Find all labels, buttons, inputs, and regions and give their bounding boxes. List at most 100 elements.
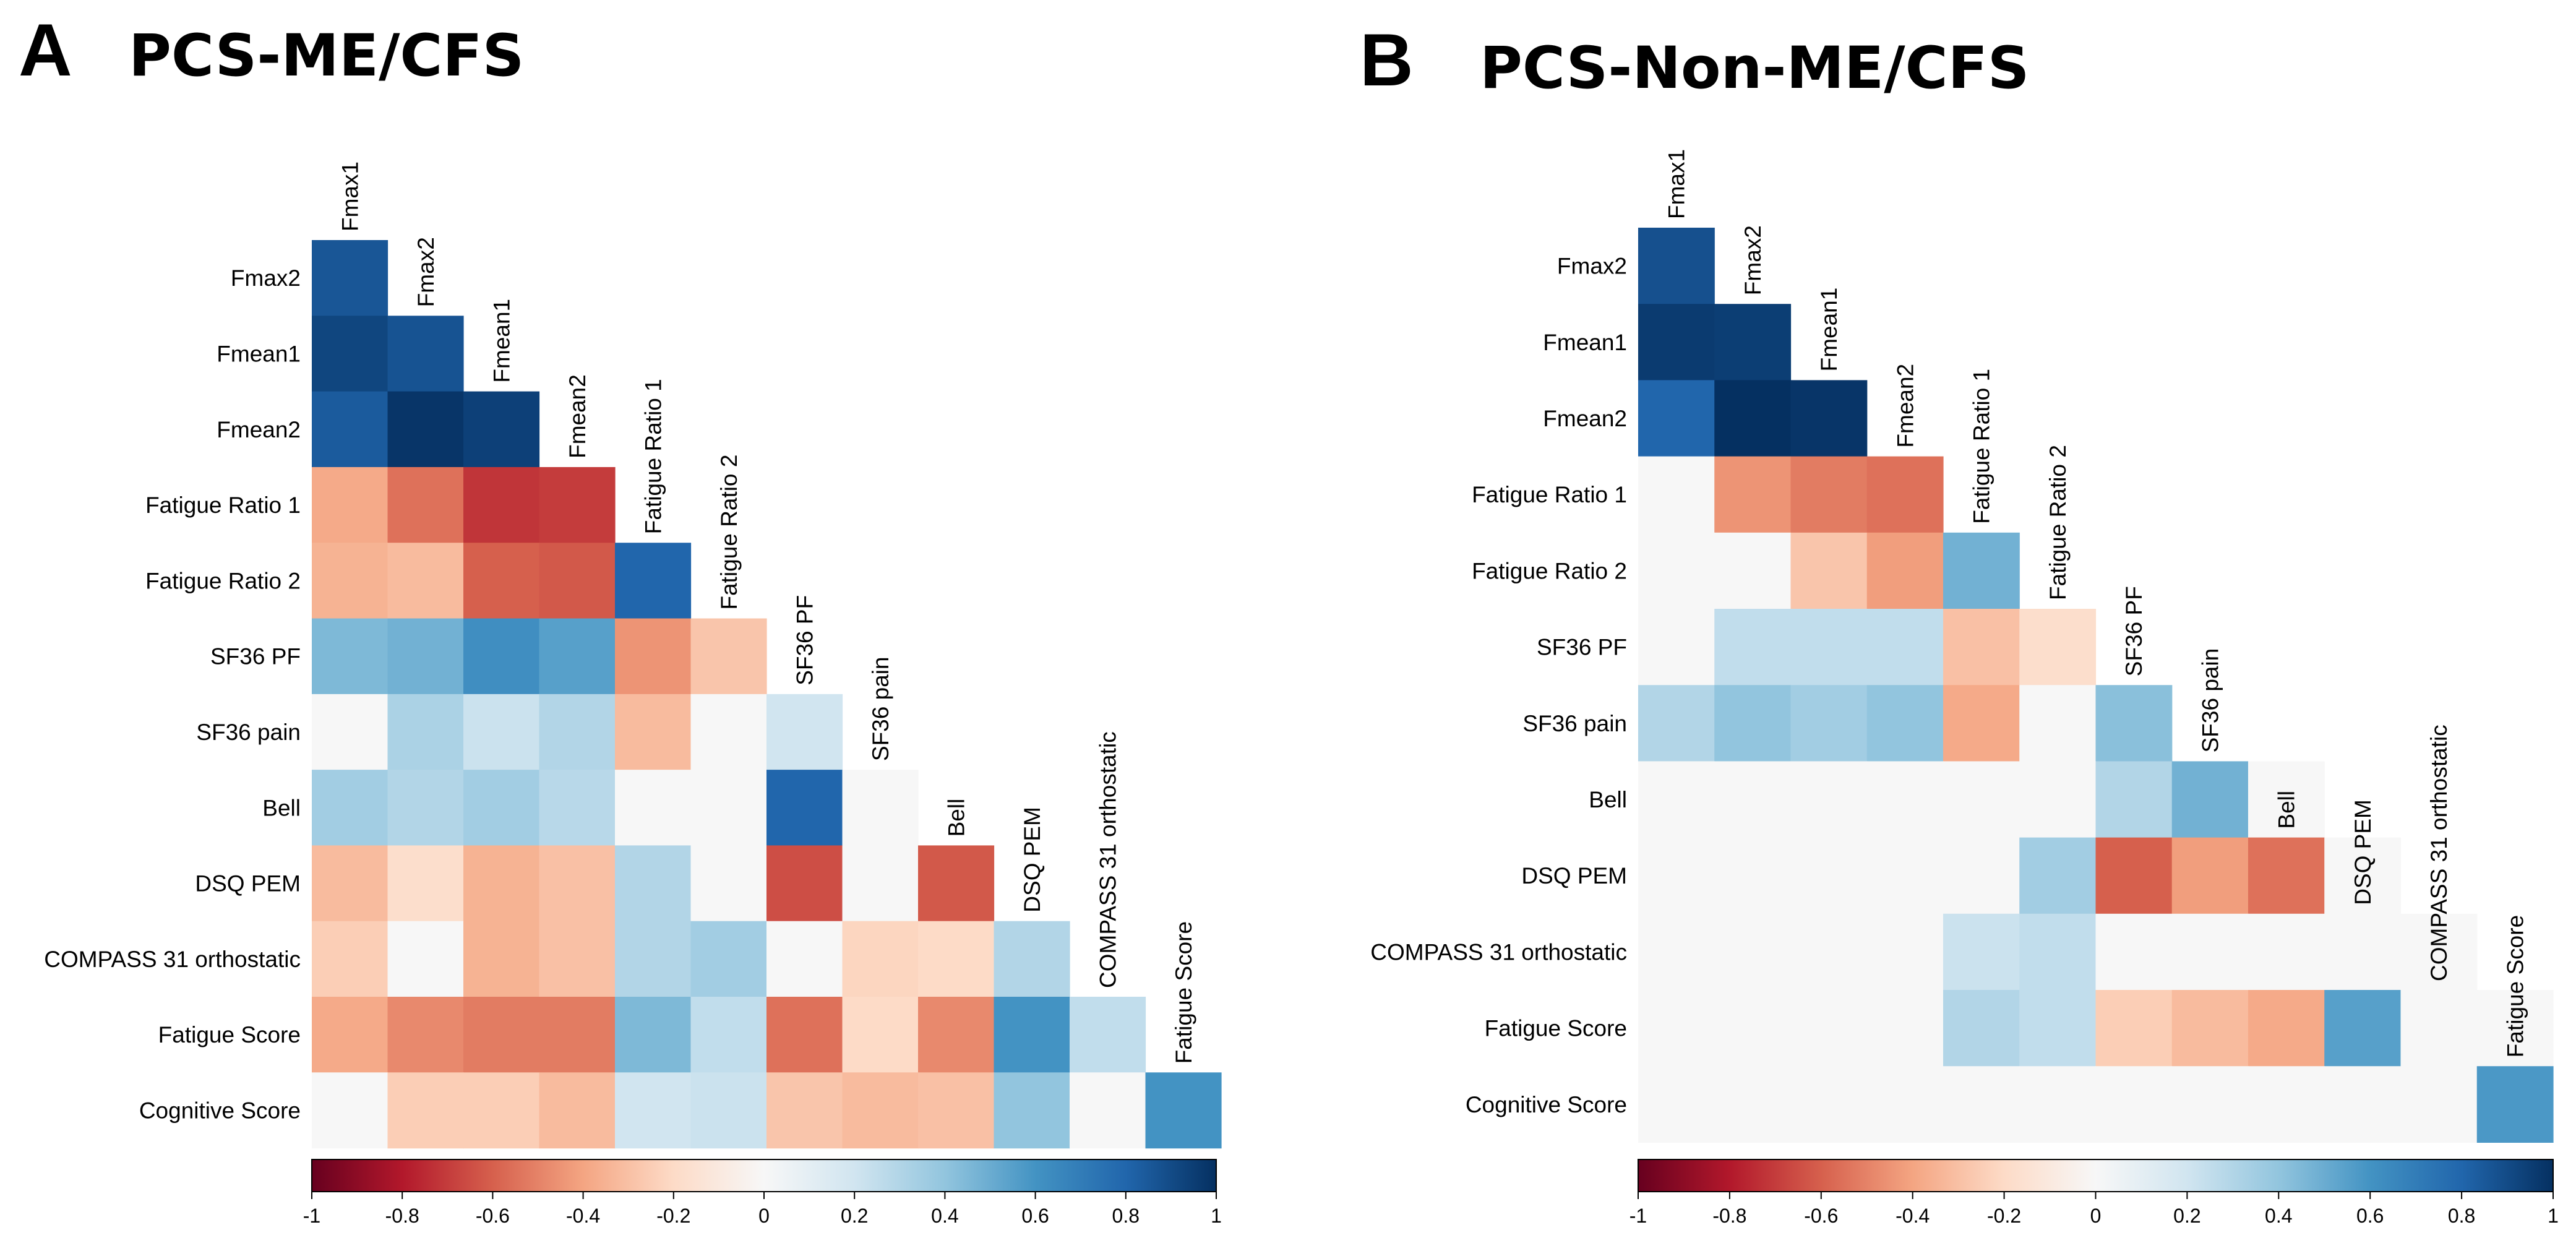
heatmap-cell-dsq-pem-fmax2: DSQ PEM / Fmax2: -0.18 bbox=[387, 845, 464, 922]
col-label-fmean2: Fmean2 bbox=[565, 374, 590, 458]
heatmap-cell-sf36-pain-sf36-pf: SF36 pain / SF36 PF: 0.42 bbox=[2095, 685, 2173, 762]
heatmap-cell-fatigue-ratio-2-fmean1: Fatigue Ratio 2 / Fmean1: -0.28 bbox=[1790, 532, 1868, 609]
col-label-fmean1: Fmean1 bbox=[489, 299, 514, 383]
heatmap-cell-dsq-pem-fmean1: DSQ PEM / Fmean1: -0.35 bbox=[463, 845, 540, 922]
heatmap-cell-cognitive-score-bell: Cognitive Score / Bell: -0.3 bbox=[918, 1072, 995, 1149]
heatmap-cell-sf36-pain-fatigue-ratio-1: SF36 pain / Fatigue Ratio 1: -0.38 bbox=[1943, 685, 2020, 762]
heatmap-cell-fmean2-fmean1: Fmean2 / Fmean1: 0.98 bbox=[1790, 380, 1868, 457]
heatmap-cell-fmean2-fmax2: Fmean2 / Fmax2: 0.98 bbox=[387, 391, 464, 468]
heatmap-cell-dsq-pem-fmean2: DSQ PEM / Fmean2: -0.3 bbox=[539, 845, 616, 922]
row-label-sf36-pf: SF36 PF bbox=[210, 644, 301, 669]
heatmap-cell-bell-fatigue-ratio-1: Bell / Fatigue Ratio 1: 0 bbox=[615, 770, 692, 846]
panel-a-title: PCS-ME/CFS bbox=[129, 22, 524, 90]
col-label-dsq-pem: DSQ PEM bbox=[2350, 799, 2376, 905]
heatmap-cell-compass-31-orthostatic-fmax1: COMPASS 31 orthostatic / Fmax1: 0 bbox=[1638, 913, 1715, 991]
heatmap-cell-sf36-pf-fmax2: SF36 PF / Fmax2: 0.48 bbox=[387, 618, 464, 695]
panel-a-cells: Fmax2 / Fmax1: 0.86Fmean1 / Fmax1: 0.92F… bbox=[312, 240, 1222, 1149]
heatmap-cell-compass-31-orthostatic-bell: COMPASS 31 orthostatic / Bell: 0 bbox=[2248, 913, 2325, 991]
row-label-fmax2: Fmax2 bbox=[231, 265, 301, 291]
heatmap-cell-bell-fmax1: Bell / Fmax1: 0 bbox=[1638, 761, 1715, 838]
heatmap-cell-cognitive-score-sf36-pf: Cognitive Score / SF36 PF: -0.28 bbox=[766, 1072, 843, 1149]
heatmap-cell-sf36-pain-fmax2: SF36 pain / Fmax2: 0.4 bbox=[1714, 685, 1792, 762]
heatmap-cell-dsq-pem-dsq-pem: DSQ PEM / DSQ PEM: 0 bbox=[2324, 837, 2402, 914]
row-label-fatigue-ratio-2: Fatigue Ratio 2 bbox=[1472, 558, 1627, 583]
heatmap-cell-sf36-pf-fmean2: SF36 PF / Fmean2: 0.55 bbox=[539, 618, 616, 695]
panel-b-colorbar-tick-label: 0.6 bbox=[2356, 1205, 2384, 1227]
col-label-compass-31-orthostatic: COMPASS 31 orthostatic bbox=[1095, 731, 1120, 988]
col-label-sf36-pf: SF36 PF bbox=[2121, 586, 2147, 676]
heatmap-cell-fmean1-fmax1: Fmean1 / Fmax1: 0.96 bbox=[1638, 304, 1715, 381]
heatmap-cell-dsq-pem-bell: DSQ PEM / Bell: -0.55 bbox=[2248, 837, 2325, 914]
heatmap-cell-sf36-pain-fatigue-ratio-1: SF36 pain / Fatigue Ratio 1: -0.32 bbox=[615, 694, 692, 770]
heatmap-cell-fatigue-score-compass-31-orthostatic: Fatigue Score / COMPASS 31 orthostatic: … bbox=[2400, 990, 2478, 1067]
heatmap-cell-cognitive-score-fmean2: Cognitive Score / Fmean2: -0.32 bbox=[539, 1072, 616, 1149]
panel-b-colorbar-tick-label: -0.8 bbox=[1712, 1205, 1746, 1227]
panel-b-colorbar-tick-label: -1 bbox=[1629, 1205, 1647, 1227]
panel-a-colorbar-tick-label: 0.8 bbox=[1112, 1205, 1140, 1227]
heatmap-cell-fatigue-ratio-1-fmax2: Fatigue Ratio 1 / Fmax2: -0.45 bbox=[1714, 456, 1792, 533]
panel-b-letter: B bbox=[1360, 19, 1414, 101]
row-label-compass-31-orthostatic: COMPASS 31 orthostatic bbox=[44, 947, 301, 972]
panel-b-title: PCS-Non-ME/CFS bbox=[1480, 35, 2030, 102]
panel-a-colorbar-tick-label: 1 bbox=[1211, 1205, 1222, 1227]
heatmap-cell-bell-sf36-pf: Bell / SF36 PF: 0.3 bbox=[2095, 761, 2173, 838]
heatmap-cell-fatigue-ratio-1-fmean1: Fatigue Ratio 1 / Fmean1: -0.72 bbox=[463, 467, 540, 543]
heatmap-cell-fatigue-score-sf36-pf: Fatigue Score / SF36 PF: -0.25 bbox=[2095, 990, 2173, 1067]
heatmap-cell-dsq-pem-fmax2: DSQ PEM / Fmax2: 0 bbox=[1714, 837, 1792, 914]
col-label-fatigue-score: Fatigue Score bbox=[2502, 915, 2528, 1057]
col-label-fmax1: Fmax1 bbox=[337, 161, 363, 231]
heatmap-cell-bell-fmax1: Bell / Fmax1: 0.35 bbox=[312, 770, 389, 846]
heatmap-cell-sf36-pf-fatigue-ratio-2: SF36 PF / Fatigue Ratio 2: -0.28 bbox=[690, 618, 767, 695]
heatmap-cell-compass-31-orthostatic-fmax2: COMPASS 31 orthostatic / Fmax2: 0 bbox=[1714, 913, 1792, 991]
heatmap-cell-fmean2-fmax1: Fmean2 / Fmax1: 0.8 bbox=[1638, 380, 1715, 457]
heatmap-cell-fatigue-score-dsq-pem: Fatigue Score / DSQ PEM: 0.6 bbox=[994, 997, 1070, 1073]
heatmap-cell-cognitive-score-compass-31-orthostatic: Cognitive Score / COMPASS 31 orthostatic… bbox=[2400, 1066, 2478, 1143]
heatmap-cell-fatigue-score-fatigue-ratio-2: Fatigue Score / Fatigue Ratio 2: 0.25 bbox=[2019, 990, 2097, 1067]
row-label-cognitive-score: Cognitive Score bbox=[1466, 1092, 1627, 1117]
heatmap-cell-cognitive-score-fatigue-ratio-2: Cognitive Score / Fatigue Ratio 2: 0 bbox=[2019, 1066, 2097, 1143]
heatmap-cell-cognitive-score-sf36-pain: Cognitive Score / SF36 pain: 0 bbox=[2171, 1066, 2249, 1143]
row-label-fatigue-score: Fatigue Score bbox=[158, 1022, 301, 1047]
row-label-dsq-pem: DSQ PEM bbox=[195, 871, 301, 897]
heatmap-cell-cognitive-score-sf36-pf: Cognitive Score / SF36 PF: 0 bbox=[2095, 1066, 2173, 1143]
panel-a-letter: A bbox=[19, 9, 72, 92]
heatmap-cell-fatigue-score-fmean1: Fatigue Score / Fmean1: -0.52 bbox=[463, 997, 540, 1073]
panel-b-colorbar-tick-label: 0 bbox=[2090, 1205, 2102, 1227]
panel-b-colorbar-tick-label: -0.4 bbox=[1896, 1205, 1930, 1227]
panel-b-colorbar bbox=[1638, 1159, 2554, 1192]
heatmap-cell-bell-fmean1: Bell / Fmean1: 0.35 bbox=[463, 770, 540, 846]
heatmap-cell-fatigue-score-fmean2: Fatigue Score / Fmean2: -0.52 bbox=[539, 997, 616, 1073]
heatmap-cell-bell-fmax2: Bell / Fmax2: 0 bbox=[1714, 761, 1792, 838]
heatmap-cell-sf36-pain-fatigue-ratio-2: SF36 pain / Fatigue Ratio 2: 0 bbox=[2019, 685, 2097, 762]
heatmap-cell-fatigue-score-fmax1: Fatigue Score / Fmax1: -0.38 bbox=[312, 997, 389, 1073]
heatmap-cell-cognitive-score-bell: Cognitive Score / Bell: 0 bbox=[2248, 1066, 2325, 1143]
row-label-fmean1: Fmean1 bbox=[217, 342, 301, 367]
heatmap-cell-fatigue-score-sf36-pain: Fatigue Score / SF36 pain: -0.2 bbox=[842, 997, 919, 1073]
col-label-sf36-pain: SF36 pain bbox=[2197, 648, 2223, 753]
heatmap-cell-compass-31-orthostatic-fatigue-ratio-2: COMPASS 31 orthostatic / Fatigue Ratio 2… bbox=[690, 921, 767, 997]
heatmap-cell-fmax2-fmax1: Fmax2 / Fmax1: 0.86 bbox=[312, 240, 389, 316]
heatmap-cell-fatigue-score-fmax2: Fatigue Score / Fmax2: -0.48 bbox=[387, 997, 464, 1073]
heatmap-cell-compass-31-orthostatic-dsq-pem: COMPASS 31 orthostatic / DSQ PEM: 0.3 bbox=[994, 921, 1070, 997]
heatmap-cell-fatigue-score-fatigue-ratio-1: Fatigue Score / Fatigue Ratio 1: 0.3 bbox=[1943, 990, 2020, 1067]
heatmap-cell-bell-fmean1: Bell / Fmean1: 0 bbox=[1790, 761, 1868, 838]
heatmap-cell-fatigue-score-compass-31-orthostatic: Fatigue Score / COMPASS 31 orthostatic: … bbox=[1070, 997, 1146, 1073]
heatmap-cell-sf36-pf-fmax1: SF36 PF / Fmax1: 0 bbox=[1638, 609, 1715, 686]
heatmap-cell-fatigue-score-bell: Fatigue Score / Bell: -0.38 bbox=[2248, 990, 2325, 1067]
heatmap-cell-sf36-pf-fmean1: SF36 PF / Fmean1: 0.62 bbox=[463, 618, 540, 695]
heatmap-cell-fatigue-ratio-2-fmean1: Fatigue Ratio 2 / Fmean1: -0.6 bbox=[463, 543, 540, 619]
row-label-fmean2: Fmean2 bbox=[217, 417, 301, 442]
heatmap-cell-bell-fmean2: Bell / Fmean2: 0.28 bbox=[539, 770, 616, 846]
heatmap-cell-cognitive-score-compass-31-orthostatic: Cognitive Score / COMPASS 31 orthostatic… bbox=[1070, 1072, 1146, 1149]
row-label-sf36-pain: SF36 pain bbox=[196, 720, 301, 745]
col-label-dsq-pem: DSQ PEM bbox=[1020, 807, 1045, 913]
heatmap-cell-compass-31-orthostatic-sf36-pain: COMPASS 31 orthostatic / SF36 pain: -0.2… bbox=[842, 921, 919, 997]
row-label-fmean2: Fmean2 bbox=[1543, 406, 1627, 431]
row-label-fatigue-ratio-1: Fatigue Ratio 1 bbox=[145, 493, 301, 518]
row-label-sf36-pf: SF36 PF bbox=[1537, 635, 1627, 660]
col-label-fmax2: Fmax2 bbox=[1740, 225, 1766, 295]
heatmap-cell-sf36-pf-fatigue-ratio-1: SF36 PF / Fatigue Ratio 1: -0.45 bbox=[615, 618, 692, 695]
heatmap-cell-bell-fatigue-ratio-2: Bell / Fatigue Ratio 2: 0 bbox=[2019, 761, 2097, 838]
heatmap-cell-dsq-pem-fatigue-ratio-1: DSQ PEM / Fatigue Ratio 1: 0.3 bbox=[615, 845, 692, 922]
